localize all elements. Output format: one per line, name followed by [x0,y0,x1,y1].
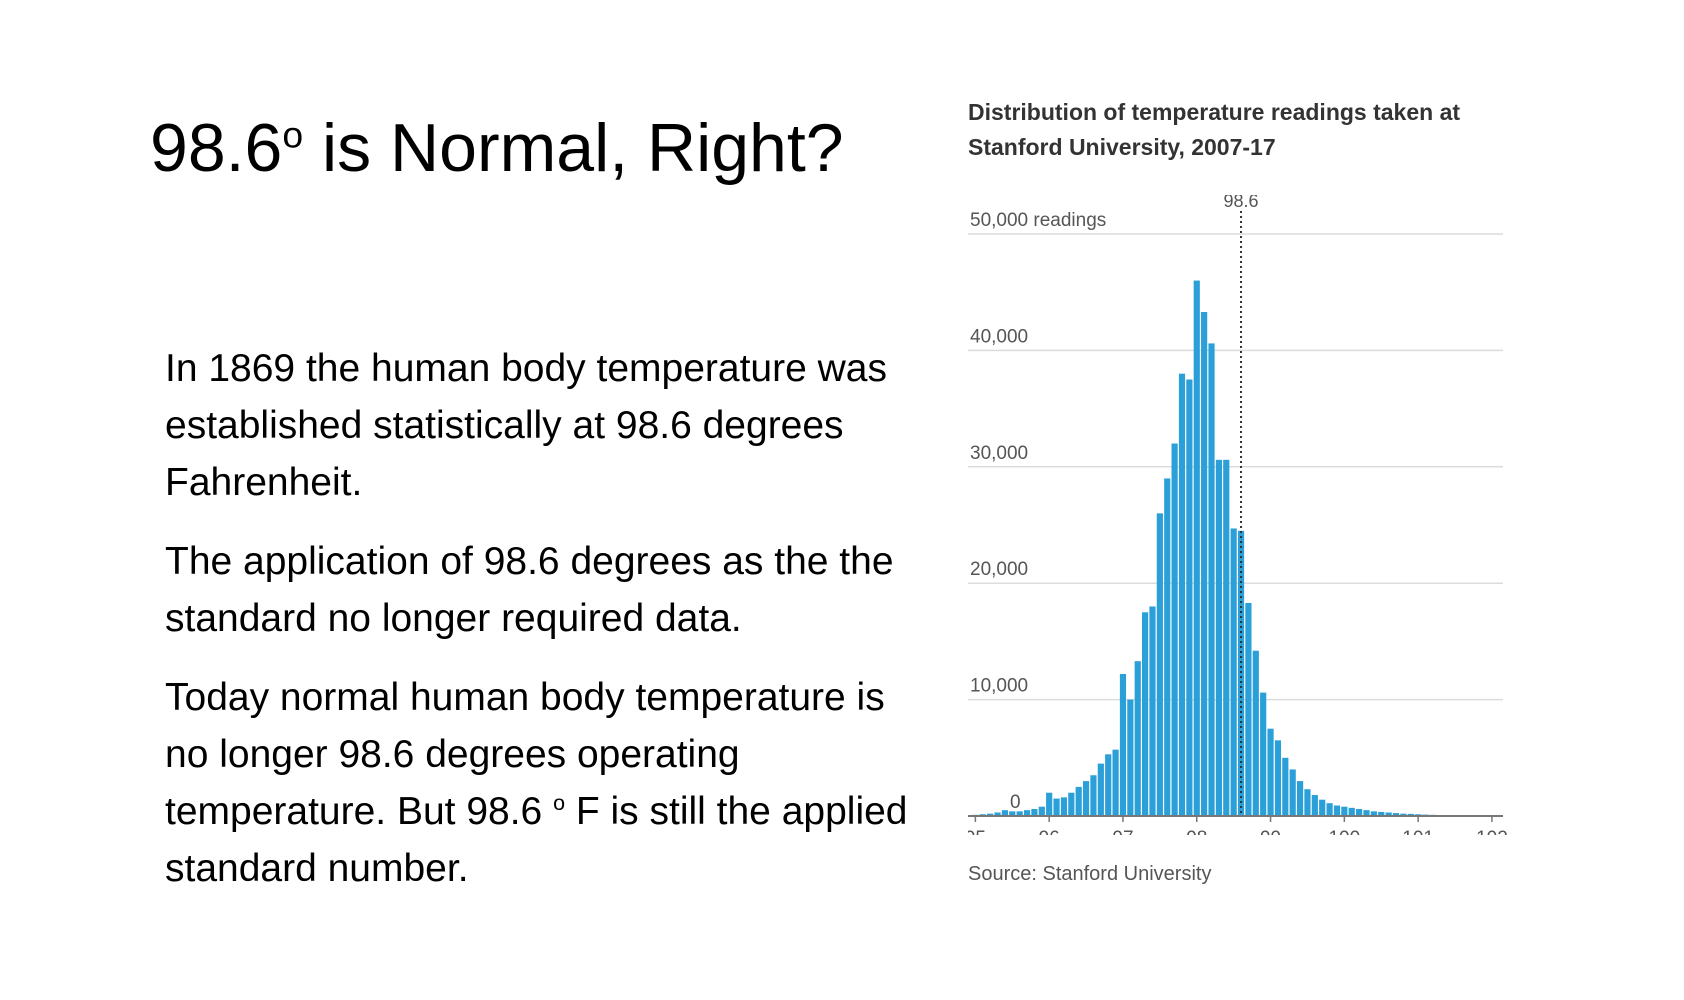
histogram-bar [1267,728,1274,816]
histogram-bar [1171,443,1178,816]
histogram-bar [1392,813,1400,816]
x-tick-label: 98 [1186,828,1207,835]
histogram-bar [1068,792,1075,816]
paragraph-today: Today normal human body temperature is n… [165,669,925,897]
y-tick-label: 30,000 [970,443,1028,464]
histogram-bar [1127,699,1134,816]
x-tick-label: 96 [1039,828,1060,835]
histogram-bar [987,813,994,816]
degree-superscript: o [553,791,565,815]
histogram-bar [1016,811,1023,816]
x-tick-label: 102 [1476,828,1508,835]
histogram-bar [1282,757,1289,816]
histogram-bar [1304,789,1311,816]
histogram-bar [1046,792,1053,816]
histogram-bar [1348,807,1355,816]
histogram-bar [1363,810,1370,816]
reference-line-label: 98.6 [1224,195,1259,211]
histogram-bar [1031,809,1038,816]
histogram-bar [1201,311,1208,816]
x-tick-label: 99 [1260,828,1281,835]
histogram-bar [1230,528,1237,816]
axis-layer [968,815,1503,822]
x-tick-label: 100 [1328,828,1360,835]
histogram-bar [1407,813,1414,816]
degree-superscript: o [282,113,304,156]
histogram-bar [1119,673,1127,816]
y-tick-label: 20,000 [970,559,1028,580]
histogram-bar [1260,692,1267,816]
histogram-bar [1215,459,1222,816]
histogram-bar [1274,740,1282,816]
title-main: 98.6 [150,110,283,186]
histogram-bar [1319,799,1326,816]
histogram-bar [1356,809,1363,816]
chart-source: Source: Stanford University [968,863,1212,885]
histogram-bar [1097,763,1104,816]
histogram-bar [1341,806,1348,816]
histogram-bar [1186,379,1193,816]
histogram-bar [1311,795,1318,816]
histogram-bar [1023,810,1031,816]
histogram-bar [1378,811,1385,816]
histogram-bar [1333,805,1341,816]
x-tick-label: 95 [968,828,986,835]
histogram-bar [1223,459,1230,816]
histogram-bar [1001,810,1008,816]
histogram-chart: 0 10,000 20,000 30,000 40,000 50,000 readings… [968,195,1508,835]
histogram-bar [1075,786,1082,816]
histogram-bar [1134,661,1141,816]
paragraph-today-text-b: F is still the applied standard number. [165,790,908,890]
histogram-bar [1178,373,1186,816]
bars-layer [972,280,1496,816]
y-tick-label: 0 [1010,792,1021,813]
histogram-bar [1038,806,1045,816]
y-tick-label: 50,000 readings [970,210,1106,231]
histogram-bar [1164,478,1171,816]
histogram-bar [1112,749,1119,816]
histogram-bar [1252,650,1259,816]
chart-block: Distribution of temperature readings tak… [968,95,1528,915]
histogram-bar [1053,798,1060,816]
histogram-bar [994,812,1001,816]
histogram-bar [1370,811,1377,816]
histogram-bar [1245,602,1252,816]
paragraph-application: The application of 98.6 degrees as the t… [165,540,894,640]
histogram-bar [1090,775,1097,816]
histogram-bar [1105,754,1112,816]
histogram-bar [1289,769,1296,816]
label-layer: 0 10,000 20,000 30,000 40,000 50,000 readings… [968,195,1508,835]
x-tick-label: 97 [1112,828,1133,835]
histogram-bar [1296,781,1304,816]
chart-title: Distribution of temperature readings tak… [968,99,1461,160]
histogram-bar [1149,606,1156,816]
histogram-bar [1193,280,1200,816]
histogram-bar [1385,812,1392,816]
paragraph-1869: In 1869 the human body temperature was e… [165,347,887,504]
histogram-bar [1060,797,1068,816]
y-tick-label: 40,000 [970,326,1028,347]
paragraph-today-text-a: Today normal human body temperature is n… [165,676,885,833]
histogram-bar [1208,343,1215,816]
body-text: In 1869 the human body temperature was e… [165,340,925,919]
histogram-bar [1400,813,1407,816]
x-tick-label: 101 [1402,828,1434,835]
histogram-bar [1237,530,1245,816]
histogram-bar [1009,811,1016,816]
histogram-bar [1156,513,1163,816]
histogram-bar [1326,803,1333,816]
title-rest: is Normal, Right? [303,110,844,186]
histogram-bar [1142,612,1149,816]
slide-title: 98.6o is Normal, Right? [150,108,844,188]
y-tick-label: 10,000 [970,676,1028,697]
histogram-bar [1082,781,1090,816]
